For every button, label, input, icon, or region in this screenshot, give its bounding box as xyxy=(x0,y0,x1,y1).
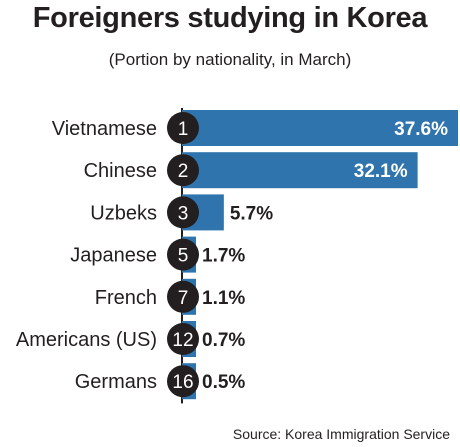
rank-circle-1 xyxy=(167,154,199,187)
value-label-5: 0.7% xyxy=(202,330,245,351)
rank-label-4: 7 xyxy=(178,288,189,309)
source-note: Source: Korea Immigration Service xyxy=(232,426,450,442)
value-label-1: 32.1% xyxy=(354,161,408,182)
value-label-4: 1.1% xyxy=(202,288,245,309)
bar-1 xyxy=(182,152,418,189)
rank-circle-2 xyxy=(167,196,199,229)
bar-0 xyxy=(182,110,458,146)
rank-label-3: 5 xyxy=(178,246,189,267)
rank-circle-0 xyxy=(167,112,199,144)
value-label-0: 37.6% xyxy=(394,119,448,140)
chart-title: Foreigners studying in Korea xyxy=(32,2,428,34)
rank-label-2: 3 xyxy=(178,203,189,224)
rank-circle-5 xyxy=(167,323,199,355)
rank-circle-6 xyxy=(167,365,199,398)
value-label-3: 1.7% xyxy=(202,246,245,267)
rank-circle-4 xyxy=(167,280,199,313)
rank-label-0: 1 xyxy=(178,119,189,140)
value-label-2: 5.7% xyxy=(230,203,273,224)
category-label-0: Vietnamese xyxy=(52,118,157,140)
rank-circle-3 xyxy=(167,238,199,271)
value-label-6: 0.5% xyxy=(202,372,245,393)
rank-label-5: 12 xyxy=(172,330,193,351)
chart-subtitle: (Portion by nationality, in March) xyxy=(108,50,352,69)
rank-label-6: 16 xyxy=(172,372,193,393)
rank-label-1: 2 xyxy=(178,161,189,182)
category-label-4: French xyxy=(95,287,157,309)
category-label-1: Chinese xyxy=(84,160,157,182)
category-label-6: Germans xyxy=(75,371,157,393)
category-label-5: Americans (US) xyxy=(16,329,157,351)
category-label-2: Uzbeks xyxy=(90,202,157,224)
category-label-3: Japanese xyxy=(70,245,157,267)
